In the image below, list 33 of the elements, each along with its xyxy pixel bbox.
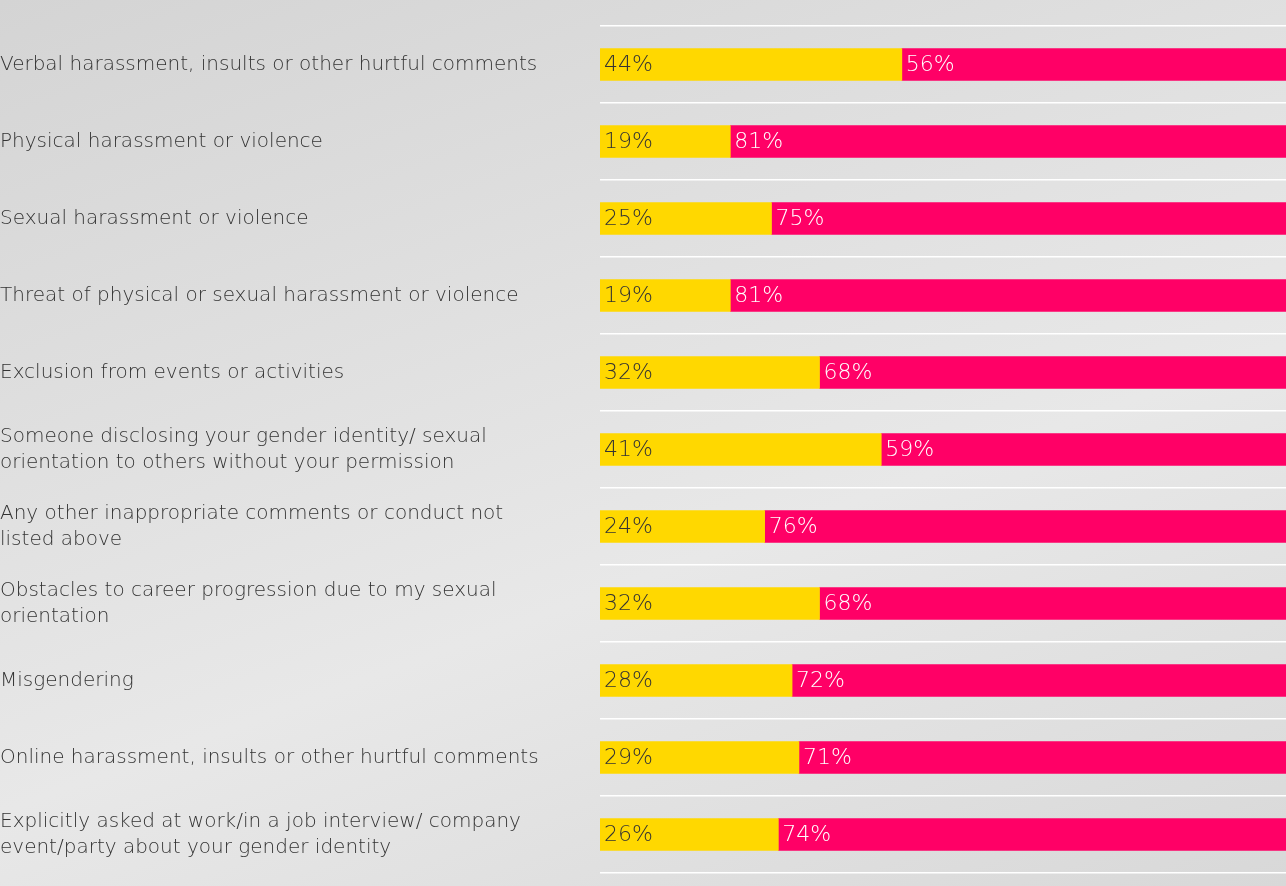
data-label: 28% [604,667,653,693]
y-tick-label: Physical harassment or violence [0,127,323,152]
data-label: 32% [604,590,653,616]
y-tick-label: Threat of physical or sexual harassment or violence [0,281,519,306]
data-label: 68% [823,590,873,616]
data-label: 19% [604,282,653,308]
y-tick-label: Misgendering [0,666,134,691]
data-label: 32% [604,359,653,385]
data-label: 76% [768,513,818,539]
data-label: 81% [734,282,784,308]
y-tick-label: Online harassment, insults or other hurtful comments [0,743,539,768]
data-label: 59% [885,436,935,462]
y-tick-label: Someone disclosing your gender identity/ sexual orientation to others without your permission [0,422,487,473]
y-tick-label: Sexual harassment or violence [0,204,309,229]
y-tick-label: Exclusion from events or activities [0,358,345,383]
data-label: 19% [604,128,653,154]
data-label: 25% [604,205,653,231]
data-label: 44% [604,51,653,77]
data-label: 24% [604,513,653,539]
data-label: 68% [823,359,873,385]
data-label: 72% [796,667,845,693]
data-label: 74% [782,821,832,847]
data-label: 75% [775,205,825,231]
y-tick-label: Verbal harassment, insults or other hurtful comments [0,50,538,75]
y-tick-label: Explicitly asked at work/in a job interview/ company event/party about your gender identity [0,807,521,858]
data-label: 29% [604,744,653,770]
data-label: 41% [604,436,653,462]
data-label: 71% [802,744,852,770]
data-label: 81% [734,128,784,154]
y-tick-label: Any other inappropriate comments or conduct not listed above [0,499,504,550]
data-label: 56% [905,51,955,77]
data-label: 26% [604,821,653,847]
y-tick-label: Obstacles to career progression due to my sexual orientation [0,576,497,627]
